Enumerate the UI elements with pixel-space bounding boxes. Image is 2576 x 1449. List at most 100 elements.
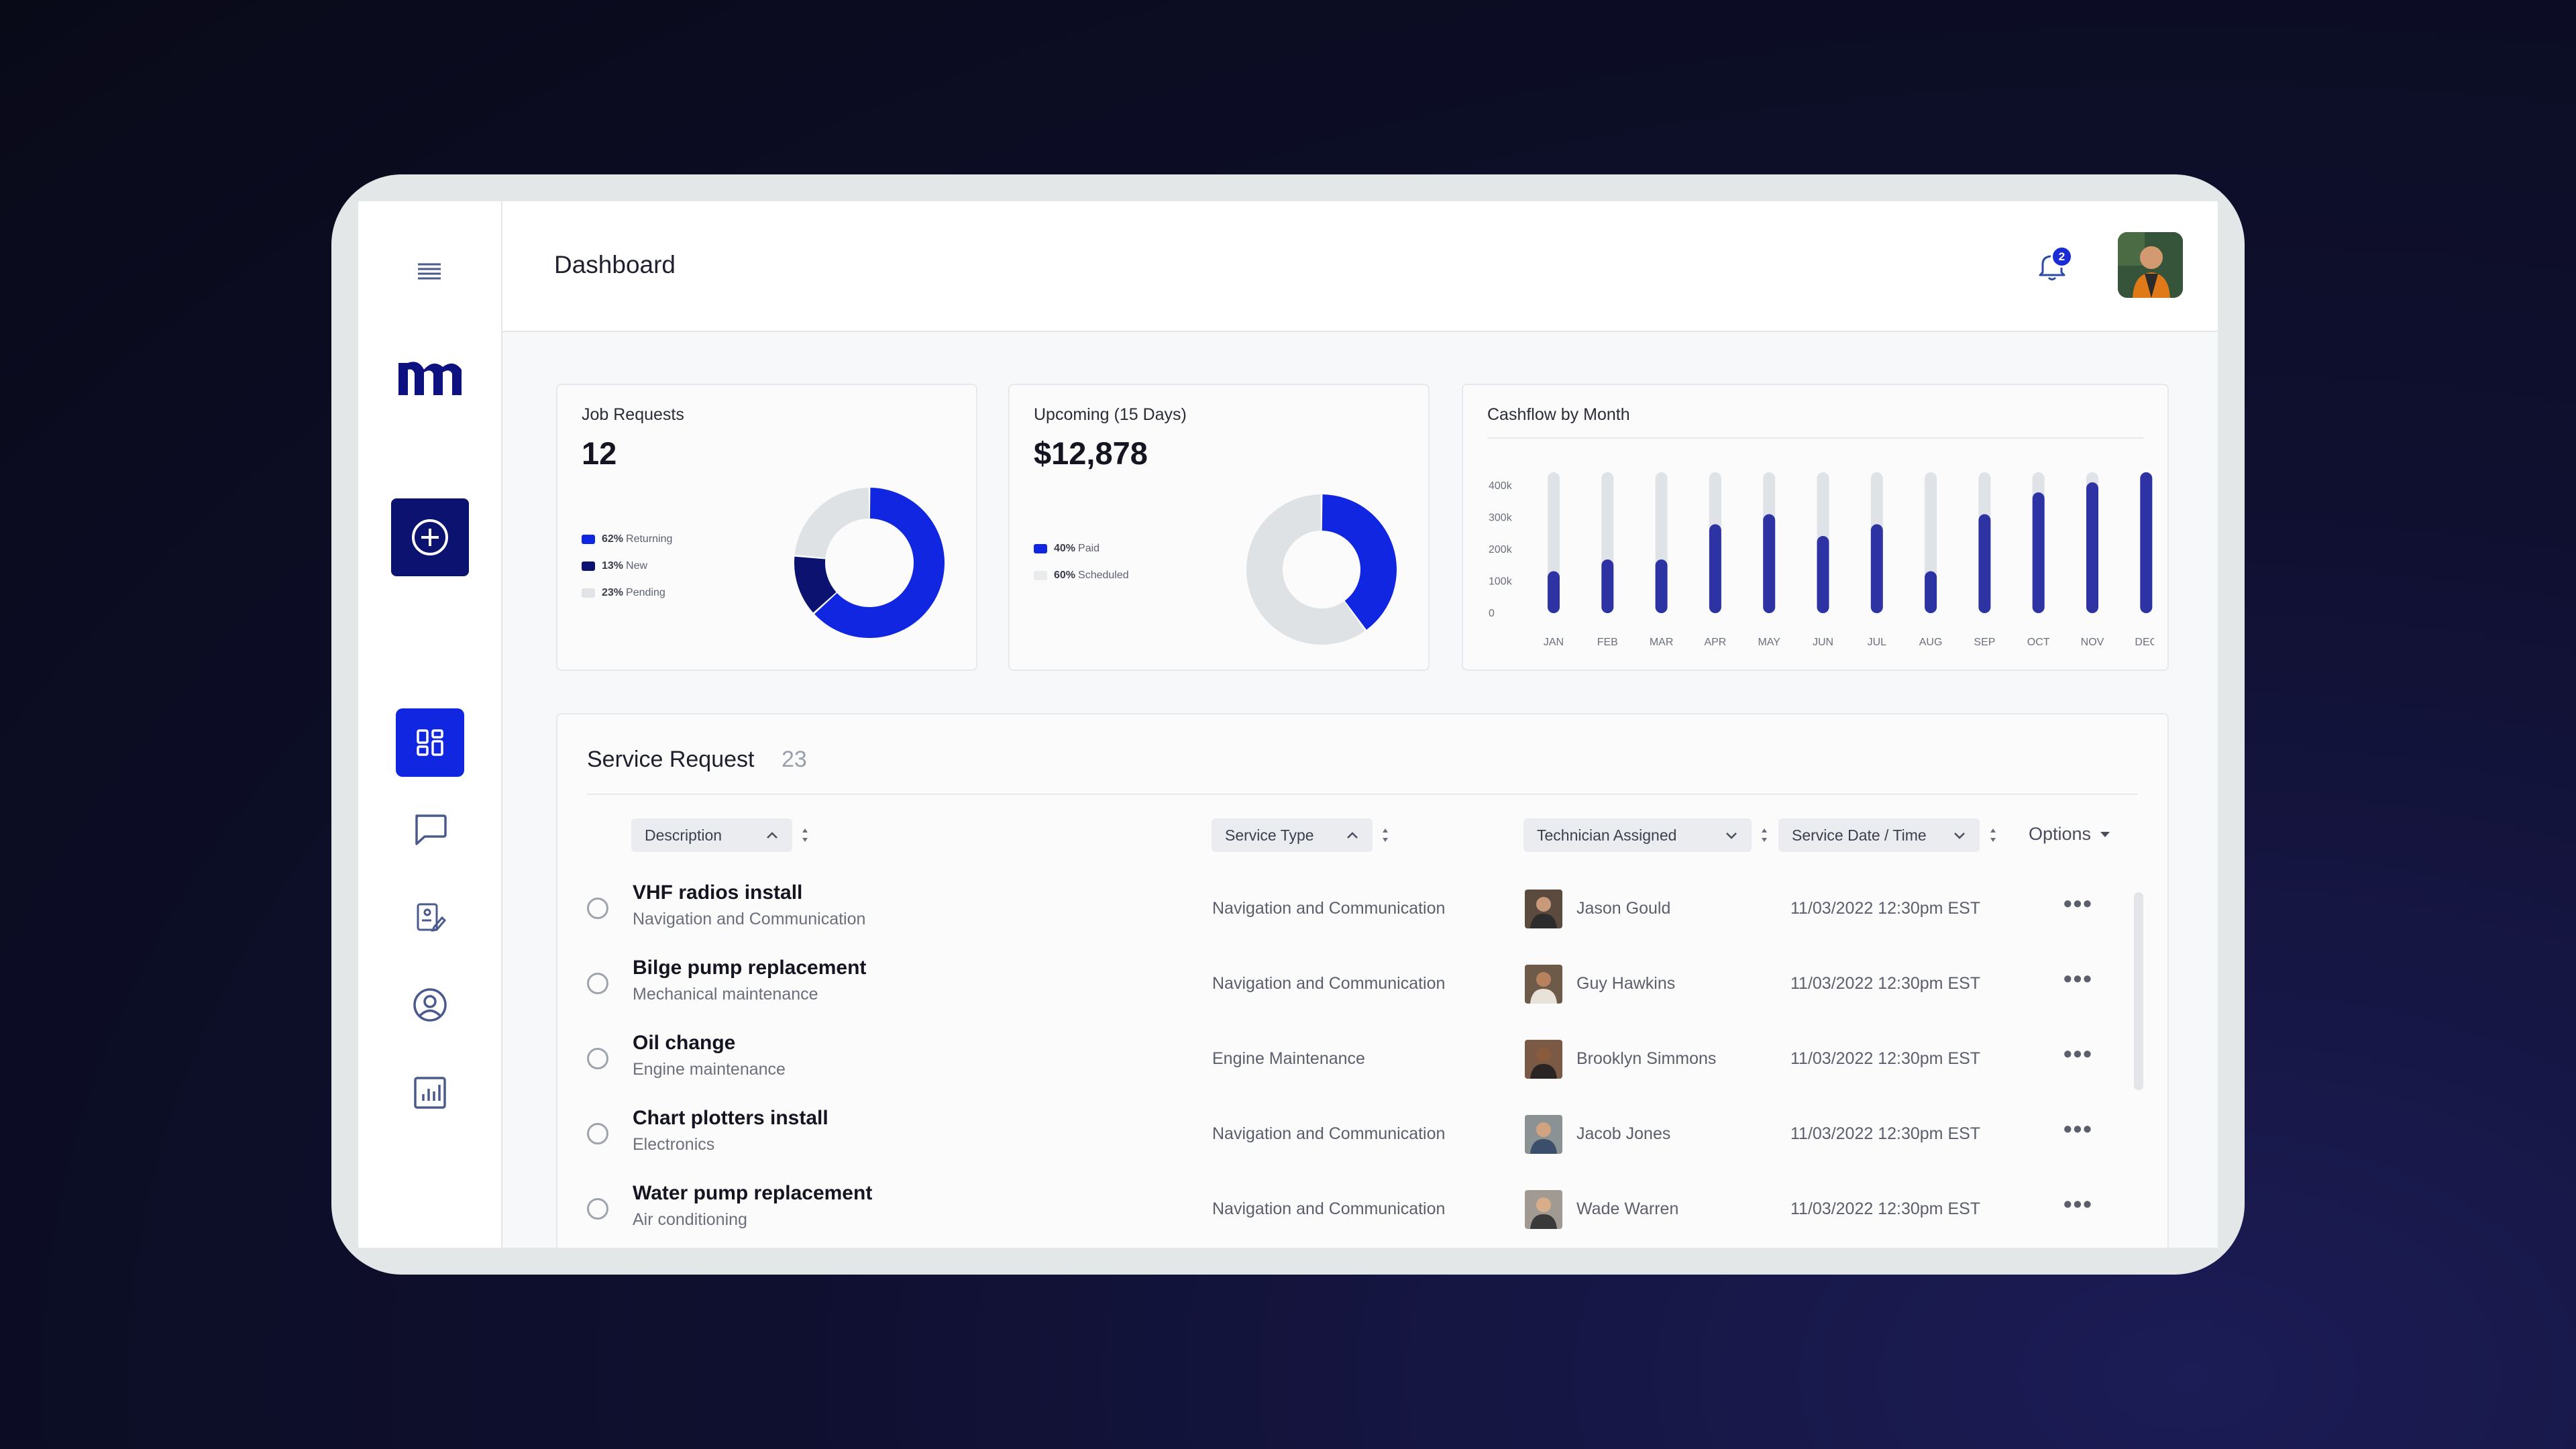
legend-item: 23% Pending: [582, 580, 672, 606]
chat-icon: [415, 814, 447, 845]
bar-apr: [1709, 524, 1721, 613]
y-tick-label: 400k: [1489, 480, 1513, 492]
row-service-type: Engine Maintenance: [1212, 1049, 1365, 1068]
sort-icon[interactable]: [800, 825, 810, 845]
chevron-up-icon: [1346, 830, 1359, 840]
row-select-radio[interactable]: [587, 1123, 608, 1144]
technician-avatar: [1525, 890, 1562, 928]
column-header-date[interactable]: Service Date / Time: [1778, 818, 1980, 852]
bar-mar: [1655, 559, 1668, 613]
sort-icon[interactable]: [1760, 825, 1769, 845]
clipboard-edit-icon: [417, 903, 446, 932]
card-value: 12: [582, 435, 617, 471]
row-subtitle: Air conditioning: [633, 1210, 747, 1229]
y-tick-label: 200k: [1489, 544, 1513, 555]
row-select-radio[interactable]: [587, 1198, 608, 1220]
bar-may: [1763, 514, 1776, 613]
donut-slice-new: [794, 556, 837, 613]
service-request-panel: Service Request 23 Description Service T…: [556, 713, 2169, 1248]
technician-avatar: [1525, 1040, 1562, 1079]
row-title: VHF radios install: [633, 881, 803, 904]
row-title: Water pump replacement: [633, 1182, 873, 1204]
row-subtitle: Electronics: [633, 1135, 715, 1154]
sort-icon[interactable]: [1988, 825, 1998, 845]
options-menu[interactable]: Options: [2029, 824, 2111, 845]
technician-avatar: [1525, 1190, 1562, 1229]
bar-dec: [2140, 472, 2153, 613]
section-title: Service Request: [587, 747, 755, 772]
sort-icon[interactable]: [1381, 825, 1390, 845]
donut-slice-pending: [794, 488, 869, 558]
cashflow-card: Cashflow by Month 400k 300k 200k 100k 0 JAN FE…: [1462, 384, 2169, 671]
add-button[interactable]: [391, 498, 469, 576]
sidebar-item-profile[interactable]: [405, 980, 455, 1030]
sidebar: [358, 201, 502, 1248]
sidebar-item-messages[interactable]: [405, 805, 455, 855]
row-title: Oil change: [633, 1032, 736, 1054]
row-subtitle: Engine maintenance: [633, 1060, 786, 1079]
topbar: Dashboard 2: [502, 201, 2218, 332]
bar-aug: [1925, 571, 1937, 613]
x-tick-label: MAR: [1650, 637, 1674, 648]
row-select-radio[interactable]: [587, 1048, 608, 1069]
upcoming-card: Upcoming (15 Days) $12,878 40% Paid 60% Sc…: [1008, 384, 1430, 671]
row-technician: Guy Hawkins: [1576, 974, 1676, 993]
user-circle-icon: [413, 988, 447, 1022]
legend-item: 13% New: [582, 553, 672, 580]
bar-feb: [1601, 559, 1614, 613]
caret-down-icon: [2100, 831, 2110, 837]
chevron-down-icon: [1953, 830, 1966, 840]
legend: 40% Paid 60% Scheduled: [1034, 535, 1129, 589]
x-tick-label: JUL: [1868, 637, 1887, 648]
sidebar-item-jobs[interactable]: [405, 892, 455, 942]
page-title: Dashboard: [554, 251, 676, 278]
bar-chart-icon: [414, 1077, 446, 1109]
more-options-icon[interactable]: •••: [2063, 1115, 2093, 1142]
row-date: 11/03/2022 12:30pm EST: [1790, 974, 1981, 993]
sidebar-item-dashboard[interactable]: [396, 708, 464, 777]
technician-avatar: [1525, 1115, 1562, 1154]
x-tick-label: JUN: [1813, 637, 1833, 648]
section-count: 23: [782, 747, 807, 772]
app-screen: Dashboard 2 Job Requests 12 62% Returning…: [358, 201, 2218, 1248]
x-tick-label: AUG: [1919, 637, 1943, 648]
plus-circle-icon: [412, 519, 448, 555]
row-select-radio[interactable]: [587, 898, 608, 919]
column-header-service-type[interactable]: Service Type: [1212, 818, 1373, 852]
column-header-technician[interactable]: Technician Assigned: [1523, 818, 1752, 852]
row-date: 11/03/2022 12:30pm EST: [1790, 1124, 1981, 1143]
legend-item: 60% Scheduled: [1034, 562, 1129, 589]
hamburger-icon[interactable]: [409, 255, 450, 287]
avatar[interactable]: [2118, 232, 2183, 298]
more-options-icon[interactable]: •••: [2063, 965, 2093, 992]
x-tick-label: FEB: [1597, 637, 1618, 648]
job-requests-card: Job Requests 12 62% Returning 13% New 23% P…: [556, 384, 977, 671]
row-technician: Wade Warren: [1576, 1199, 1679, 1218]
row-subtitle: Navigation and Communication: [633, 910, 866, 928]
donut-slice-returning: [814, 488, 945, 638]
divider: [587, 794, 2138, 795]
x-tick-label: APR: [1704, 637, 1726, 648]
notification-badge: 2: [2051, 246, 2073, 268]
column-header-description[interactable]: Description: [631, 818, 792, 852]
x-tick-label: OCT: [2027, 637, 2050, 648]
more-options-icon[interactable]: •••: [2063, 890, 2093, 917]
job-requests-donut: [794, 488, 945, 638]
row-subtitle: Mechanical maintenance: [633, 985, 818, 1004]
x-tick-label: NOV: [2081, 637, 2104, 648]
cashflow-bar-chart: 400k 300k 200k 100k 0 JAN FEB MAR APR MAY JUN JUL AU…: [1489, 472, 2154, 648]
more-options-icon[interactable]: •••: [2063, 1040, 2093, 1067]
row-date: 11/03/2022 12:30pm EST: [1790, 899, 1981, 918]
divider: [1487, 437, 2143, 439]
donut-slice-paid: [1322, 494, 1397, 630]
row-select-radio[interactable]: [587, 973, 608, 994]
legend: 62% Returning 13% New 23% Pending: [582, 526, 672, 606]
more-options-icon[interactable]: •••: [2063, 1190, 2093, 1218]
row-date: 11/03/2022 12:30pm EST: [1790, 1049, 1981, 1068]
sidebar-item-reports[interactable]: [405, 1068, 455, 1118]
card-title: Upcoming (15 Days): [1034, 405, 1187, 424]
scrollbar[interactable]: [2134, 892, 2143, 1090]
bar-sep: [1978, 514, 1991, 613]
row-title: Bilge pump replacement: [633, 957, 867, 979]
row-service-type: Navigation and Communication: [1212, 1124, 1446, 1143]
